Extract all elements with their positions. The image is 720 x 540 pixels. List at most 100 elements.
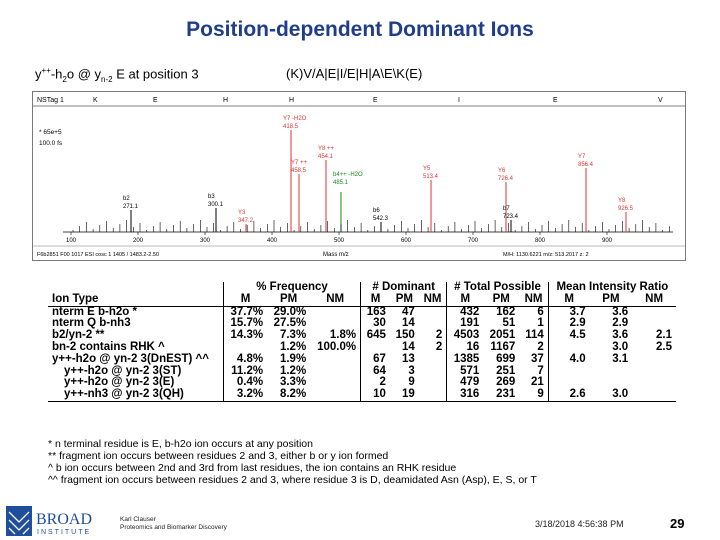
subtitle-part: E at position 3 (112, 66, 199, 82)
table-cell: 269 (496, 376, 516, 389)
group-header: % Frequency (222, 281, 361, 294)
table-cell: 37.7% (223, 306, 268, 319)
table-cell: 3.7 (547, 306, 590, 319)
table-cell (547, 377, 590, 390)
table-cell: 4.5 (547, 329, 590, 342)
table-body: nterm E b-h2o * 37.7% 29.0% 163 47 432 162 6 3.7… (48, 305, 676, 402)
spectrum-svg: NSTag 1 K E H H E I E V * 65e+5 100.0 fs 100 200… (33, 97, 685, 258)
spectrum-footer-right: M/H: 1130.6221 m/z: 513.2017 z: 2 (503, 252, 589, 258)
table-cell: 3.0 (589, 388, 633, 402)
table-cell: 1.8% (329, 329, 357, 342)
author-dept: Proteomics and Biomarker Discovery (120, 524, 227, 531)
table-sub-header: PM (395, 292, 413, 305)
author-block: Karl Clauser Proteomics and Biomarker Di… (120, 516, 227, 532)
peak-mass: 418.5 (283, 124, 299, 130)
subtitle-sequence: (K)V/A|E|I/E|H|A\E\K(E) (286, 66, 423, 81)
table-cell: 13 (401, 352, 415, 365)
table-sub-header: NM (326, 292, 345, 305)
peak-label: b7 (503, 206, 510, 212)
axis-ticks: 100 200 300 400 500 600 700 800 900 (66, 232, 613, 244)
table-cell: 37 (530, 352, 544, 365)
peak-label: Y8 (618, 198, 626, 204)
table-row: y++-h2o @ yn-2 3(E) 0.4% 3.3% 2 9 479 269 21 (48, 376, 676, 390)
table-cell: 6 (537, 305, 544, 318)
table-row: b2/yn-2 ** 14.3% 7.3% 1.8% 645 150 2 4503 2051 11… (48, 329, 676, 342)
axis-tick-label: 600 (401, 238, 412, 244)
peak-label: Y7 -H2O (283, 116, 307, 122)
axis-tick-label: 400 (267, 238, 278, 244)
table-cell: 150 (395, 329, 415, 342)
peak-label: Y3 (238, 210, 246, 216)
sequence-letter: E (373, 97, 378, 104)
table-cell: 3.0 (612, 340, 629, 353)
table-sub-header: M (223, 293, 268, 307)
footnote: ^^ fragment ion occurs between residues … (48, 474, 537, 487)
table-cell (310, 306, 360, 318)
table-cell: 14 (401, 317, 415, 330)
axis-tick-label: 900 (602, 238, 613, 244)
table-sub-header: PM (280, 292, 298, 305)
slide-title: Position-dependent Dominant Ions (186, 18, 534, 41)
axis-tick-label: 700 (468, 238, 479, 244)
table-cell (632, 354, 676, 366)
table-cell: 29.0% (273, 305, 307, 318)
table-cell (632, 389, 676, 402)
table-cell: 432 (446, 306, 484, 319)
peak-mass: 458.5 (291, 168, 307, 174)
group-header: # Dominant (360, 281, 447, 294)
table-cell: 2.9 (612, 317, 629, 330)
table-cell: 1 (537, 317, 544, 330)
table-row-label: y++-h2o @ yn-2 3(ST) (64, 364, 182, 377)
table-cell: 7 (537, 364, 544, 377)
page-number: 29 (670, 516, 685, 531)
table-row: y++-h2o @ yn-2 3(DnEST) ^^ 4.8% 1.9% 67 13 13… (48, 352, 676, 366)
table-cell: 3.1 (612, 352, 629, 365)
peak-label: b6 (373, 208, 380, 214)
spectrum-axis-title: Mass m/z (323, 252, 349, 258)
table-row: y++-nh3 @ yn-2 3(QH) 3.2% 8.2% 10 19 316 231 9 2… (48, 388, 676, 402)
table-row-label: b2/yn-2 ** (52, 329, 105, 342)
table-cell (419, 318, 447, 330)
spectrum-footer-left: F6b2851 F00 1017 ESI cosc 1 1405 / 1483.… (37, 252, 159, 258)
table-cell: 3.2% (223, 388, 268, 402)
table-cell: 2 (435, 329, 443, 342)
subtitle-part: y (35, 66, 42, 82)
axis-tick-label: 300 (200, 238, 211, 244)
table-cell: 27.5% (273, 317, 307, 330)
table-sub-header: NM (645, 292, 664, 305)
table-cell: 14.3% (223, 329, 268, 342)
subtitle-part: -h (50, 66, 63, 82)
table-sub-header: M (446, 293, 484, 307)
broad-institute-logo: BROAD INSTITUTE (6, 506, 92, 536)
table-cell: 1167 (490, 340, 516, 353)
table-cell: 15.7% (223, 318, 268, 331)
table-cell: 19 (389, 388, 419, 402)
peak-mass: 454.1 (318, 154, 334, 160)
table-cell (419, 377, 447, 389)
table-cell: 3.6 (612, 305, 629, 318)
slide-date: 3/18/2018 4:56:38 PM (535, 519, 624, 529)
peak-label: Y7 ++ (291, 160, 308, 166)
group-header: # Total Possible (446, 281, 549, 294)
footnote: ^ b ion occurs between 2nd and 3rd from … (48, 462, 457, 475)
ion-frequency-table: % Frequency # Dominant # Total Possible … (48, 281, 676, 402)
table-cell (547, 365, 590, 378)
spectrum-header-id: NSTag 1 (37, 97, 64, 104)
table-cell: 64 (360, 365, 390, 378)
table-cell (310, 354, 360, 366)
peak-labels: Y7 -H2O 418.5 Y8 ++ 454.1 Y7 ++ 458.5 b4++ -H2… (123, 116, 634, 224)
peak-label: Y5 (423, 166, 431, 172)
table-cell: 3.3% (279, 376, 307, 389)
table-cell: 16 (446, 341, 484, 354)
subtitle-sub: 2 (62, 74, 67, 84)
table-cell: 8.2% (267, 388, 311, 402)
table-group-header-row: % Frequency # Dominant # Total Possible … (48, 281, 676, 294)
table-cell: 14 (401, 340, 415, 353)
table-row-label: nterm E b-h2o * (52, 305, 137, 318)
peak-label: Y7 (578, 154, 586, 160)
sequence-letter: I (458, 97, 460, 104)
peak-mass: 485.1 (333, 180, 349, 186)
peak-label: b3 (208, 194, 215, 200)
table-cell (590, 366, 633, 378)
